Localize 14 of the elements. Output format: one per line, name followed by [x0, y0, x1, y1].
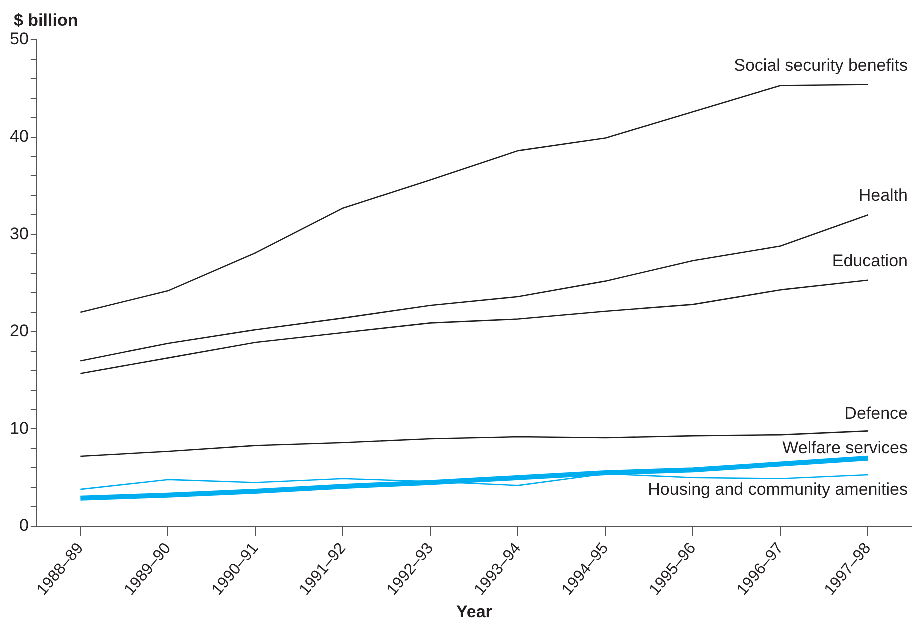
x-axis-title: Year	[456, 602, 493, 622]
y-tick-label: 20	[10, 322, 29, 341]
series-label: Defence	[844, 404, 908, 424]
y-tick-label: 40	[10, 126, 29, 146]
y-axis-title: $ billion	[14, 11, 78, 30]
y-tick-label: 50	[10, 30, 29, 49]
series-label: Education	[832, 251, 908, 270]
series-label: Housing and community amenities	[648, 480, 908, 499]
y-tick-label: 10	[10, 418, 29, 438]
y-tick-label: 0	[19, 516, 29, 536]
series-label: Health	[858, 186, 908, 206]
y-tick-label: 30	[10, 224, 29, 244]
series-label: Social security benefits	[734, 56, 908, 75]
series-label: Welfare services	[782, 438, 908, 458]
